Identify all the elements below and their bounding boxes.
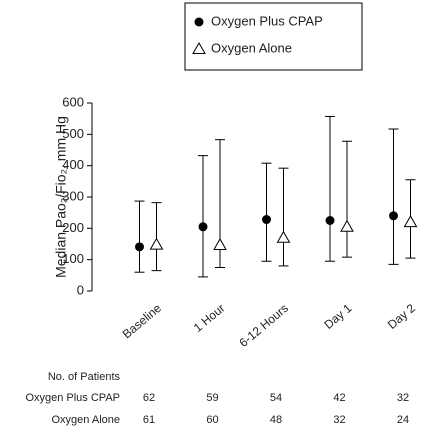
table-cell: 54 (270, 392, 282, 404)
y-tick-label: 200 (62, 220, 84, 235)
point (192, 41, 206, 54)
x-tick-label: Baseline (120, 301, 165, 342)
x-tick-label: 6-12 Hours (236, 301, 290, 350)
point (149, 237, 164, 250)
table-cell: 32 (333, 414, 345, 426)
y-tick-label: 0 (77, 282, 84, 297)
y-axis-label: Median Pao₂/Fio₂, mm Hg (53, 116, 69, 278)
y-tick-label: 600 (62, 94, 84, 109)
point (340, 219, 354, 232)
point (389, 211, 398, 221)
legend-box (184, 2, 363, 71)
x-tick-label: Day 2 (385, 301, 418, 332)
table-row-label: Oxygen Plus CPAP (25, 392, 120, 404)
table-cell: 48 (270, 414, 282, 426)
legend-label: Oxygen Plus CPAP (211, 13, 323, 28)
table-cell: 42 (333, 392, 345, 404)
x-tick-label: 1 Hour (191, 301, 228, 335)
table-cell: 61 (143, 414, 155, 426)
point (194, 17, 204, 27)
table-title: No. of Patients (48, 371, 121, 383)
point (262, 215, 271, 225)
point (276, 230, 291, 243)
y-tick-label: 100 (62, 251, 84, 266)
table-row-label: Oxygen Alone (52, 414, 121, 426)
y-tick-label: 300 (62, 188, 84, 203)
table-cell: 59 (206, 392, 218, 404)
legend-label: Oxygen Alone (211, 40, 292, 55)
point (213, 237, 227, 250)
table-cell: 24 (397, 414, 409, 426)
y-tick-label: 400 (62, 157, 84, 172)
x-tick-label: Day 1 (321, 301, 354, 332)
point (198, 222, 208, 232)
y-tick-label: 500 (62, 126, 84, 141)
point (135, 242, 144, 252)
table-cell: 32 (397, 392, 409, 404)
table-cell: 62 (143, 392, 155, 404)
point (325, 216, 335, 225)
point (403, 215, 418, 228)
table-cell: 60 (206, 414, 218, 426)
